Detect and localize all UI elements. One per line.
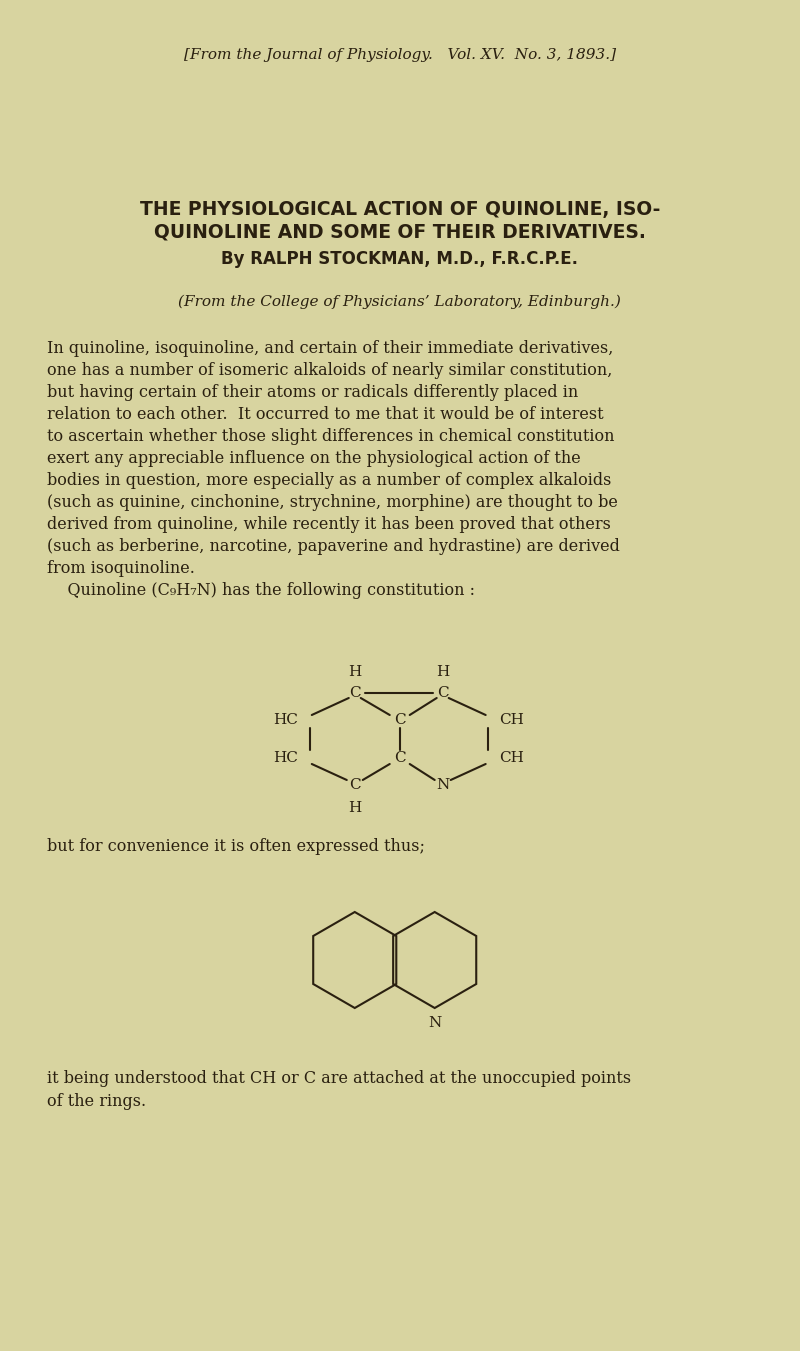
Text: one has a number of isomeric alkaloids of nearly similar constitution,: one has a number of isomeric alkaloids o… [47,362,612,380]
Text: but having certain of their atoms or radicals differently placed in: but having certain of their atoms or rad… [47,384,578,401]
Text: relation to each other.  It occurred to me that it would be of interest: relation to each other. It occurred to m… [47,407,603,423]
Text: THE PHYSIOLOGICAL ACTION OF QUINOLINE, ISO-: THE PHYSIOLOGICAL ACTION OF QUINOLINE, I… [139,200,660,219]
Text: from isoquinoline.: from isoquinoline. [47,561,195,577]
Text: QUINOLINE AND SOME OF THEIR DERIVATIVES.: QUINOLINE AND SOME OF THEIR DERIVATIVES. [154,222,646,240]
Text: (such as quinine, cinchonine, strychnine, morphine) are thought to be: (such as quinine, cinchonine, strychnine… [47,494,618,511]
Text: of the rings.: of the rings. [47,1093,146,1111]
Text: C: C [394,713,406,727]
Text: C: C [394,751,406,765]
Text: [From the Journal of Physiology.   Vol. XV.  No. 3, 1893.]: [From the Journal of Physiology. Vol. XV… [184,49,616,62]
Text: exert any appreciable influence on the physiological action of the: exert any appreciable influence on the p… [47,450,581,467]
Text: HC: HC [274,751,298,765]
Text: CH: CH [499,713,524,727]
Text: In quinoline, isoquinoline, and certain of their immediate derivatives,: In quinoline, isoquinoline, and certain … [47,340,614,357]
Text: (From the College of Physicians’ Laboratory, Edinburgh.): (From the College of Physicians’ Laborat… [178,295,621,309]
Text: N: N [428,1016,442,1029]
Text: CH: CH [499,751,524,765]
Text: H: H [348,801,362,815]
Text: derived from quinoline, while recently it has been proved that others: derived from quinoline, while recently i… [47,516,611,534]
Text: HC: HC [274,713,298,727]
Text: H: H [348,665,362,680]
Text: C: C [349,686,361,700]
Text: C: C [349,778,361,792]
Text: bodies in question, more especially as a number of complex alkaloids: bodies in question, more especially as a… [47,471,611,489]
Text: (such as berberine, narcotine, papaverine and hydrastine) are derived: (such as berberine, narcotine, papaverin… [47,538,620,555]
Text: H: H [436,665,450,680]
Text: it being understood that CH or C are attached at the unoccupied points: it being understood that CH or C are att… [47,1070,631,1088]
Text: Quinoline (C₉H₇N) has the following constitution :: Quinoline (C₉H₇N) has the following cons… [47,582,475,598]
Text: to ascertain whether those slight differences in chemical constitution: to ascertain whether those slight differ… [47,428,614,444]
Text: but for convenience it is often expressed thus;: but for convenience it is often expresse… [47,838,425,855]
Text: By RALPH STOCKMAN, M.D., F.R.C.P.E.: By RALPH STOCKMAN, M.D., F.R.C.P.E. [222,250,578,267]
Text: C: C [437,686,449,700]
Text: N: N [436,778,450,792]
